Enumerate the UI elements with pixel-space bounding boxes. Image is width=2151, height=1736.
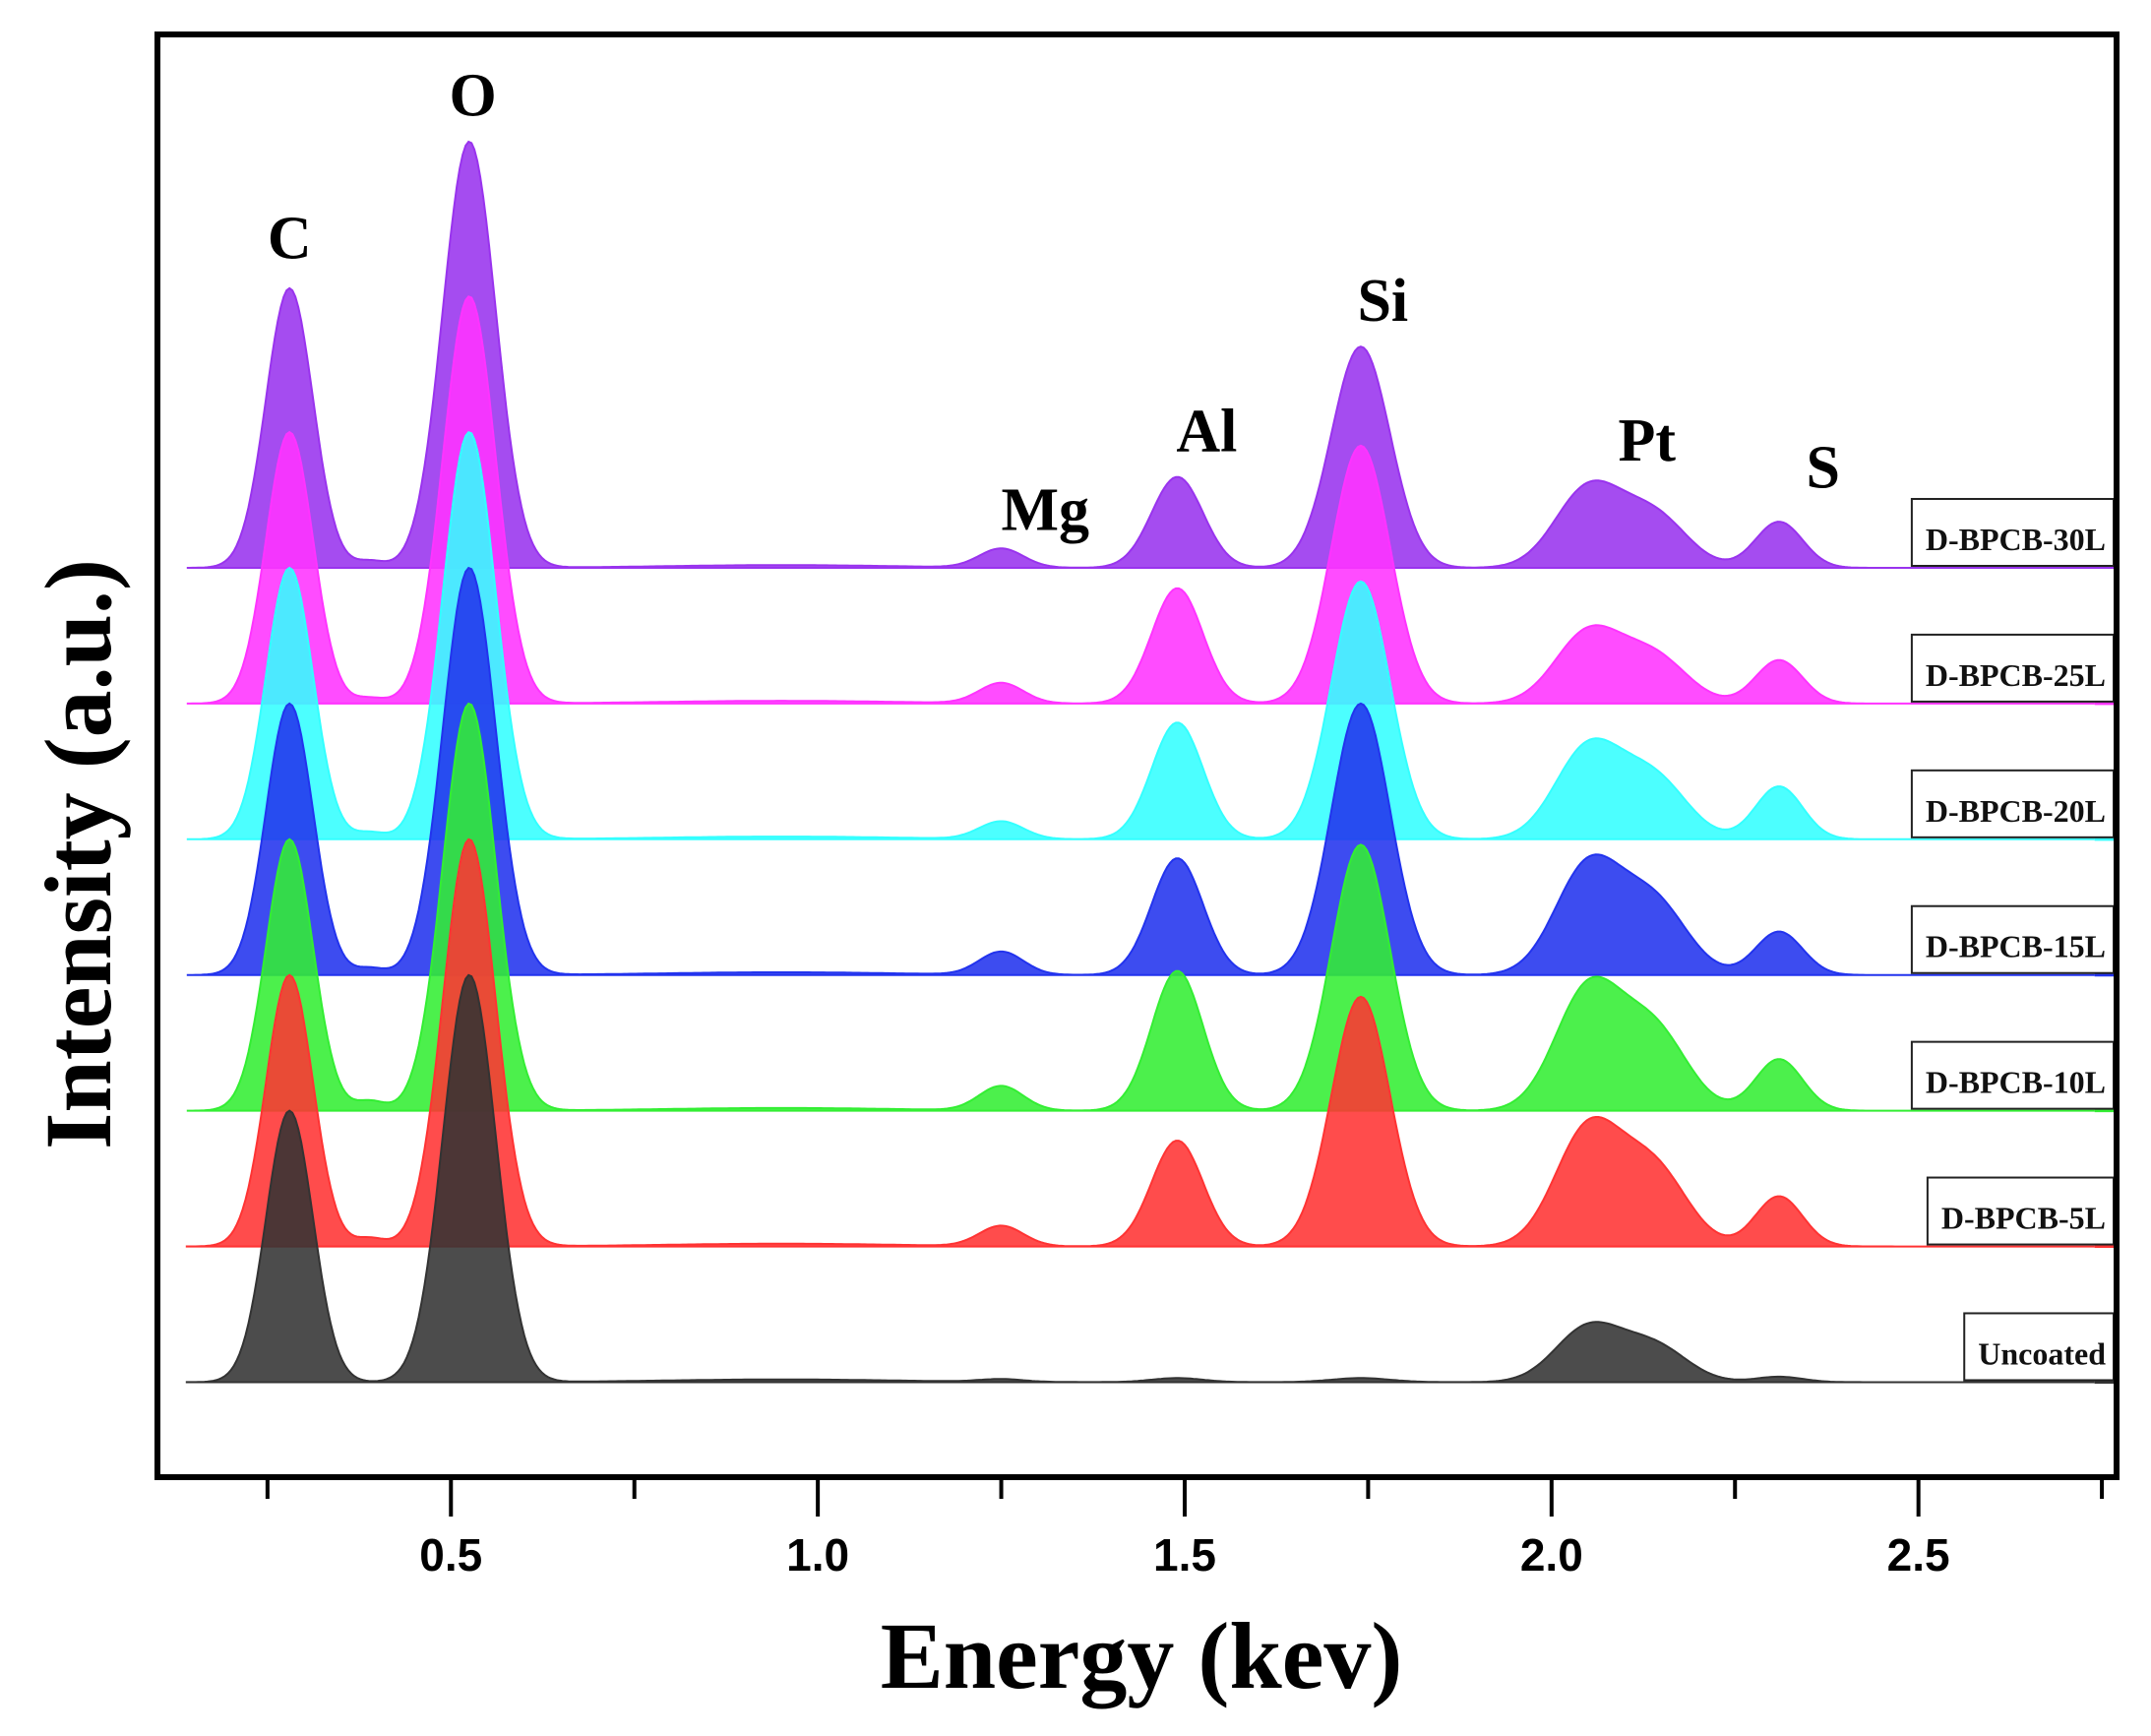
peak-label-pt: Pt	[1618, 407, 1676, 474]
x-axis-ticks: 0.5 1.0 1.5 2.0 2.5	[265, 1477, 2105, 1581]
x-tick-label: 2.5	[1887, 1529, 1950, 1581]
legend-label: D-BPCB-20L	[1926, 793, 2106, 829]
peak-label-si: Si	[1357, 268, 1408, 335]
legend-label: D-BPCB-15L	[1926, 929, 2106, 964]
y-axis-title: Intensity (a.u.)	[26, 559, 131, 1149]
series-layer	[185, 140, 2117, 1384]
series-d-bpcb-15l	[186, 566, 2095, 976]
series-uncoated	[185, 973, 2095, 1384]
peak-label-s: S	[1806, 435, 1839, 502]
series-d-bpcb-30l	[186, 140, 2117, 569]
x-tick-label: 1.0	[786, 1529, 849, 1581]
series-d-bpcb-20l	[186, 430, 2095, 840]
legend-label: D-BPCB-5L	[1941, 1201, 2106, 1236]
x-tick-label: 1.5	[1153, 1529, 1216, 1581]
legend-label: D-BPCB-10L	[1926, 1065, 2106, 1100]
peak-label-c: C	[268, 205, 312, 272]
plot-frame	[154, 31, 2120, 1480]
series-d-bpcb-5l	[185, 837, 2095, 1248]
legend-label: Uncoated	[1978, 1335, 2106, 1371]
legend-label: D-BPCB-25L	[1926, 657, 2106, 693]
peak-label-al: Al	[1176, 398, 1237, 465]
x-tick-label: 0.5	[419, 1529, 482, 1581]
series-d-bpcb-25l	[186, 295, 2095, 705]
x-axis-title: Energy (kev)	[881, 1603, 1403, 1708]
legend-label: D-BPCB-30L	[1926, 522, 2106, 557]
legend: D-BPCB-30L D-BPCB-25L D-BPCB-20L D-BPCB-15L…	[1910, 497, 2115, 1382]
peak-labels: C O Mg Al Si Pt S	[268, 63, 1840, 544]
peak-label-mg: Mg	[1002, 476, 1090, 543]
peak-label-o: O	[450, 63, 497, 130]
series-d-bpcb-10l	[186, 702, 2095, 1112]
x-tick-label: 2.0	[1520, 1529, 1583, 1581]
